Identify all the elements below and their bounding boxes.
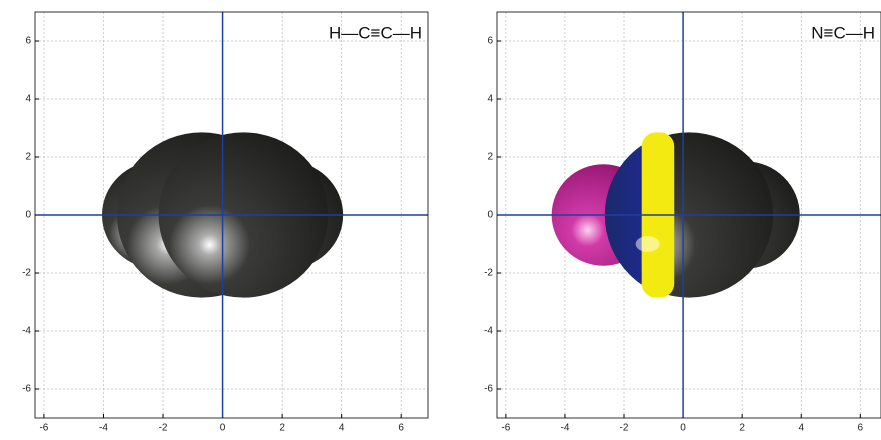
y-tick-label: -4 <box>22 326 31 337</box>
formula: N≡C—H <box>811 23 875 42</box>
x-tick-label: 6 <box>858 423 864 434</box>
x-tick-label: 4 <box>798 423 804 434</box>
figure: -6 -4 -2 0 2 4 6 -6 -4 -2 0 2 4 6 H—C≡C—H -6 -4 -2 0 2 4 6 -6 -… <box>0 0 881 435</box>
y-tick-label: -6 <box>22 384 31 395</box>
x-tick-label: 2 <box>279 423 285 434</box>
x-tick-label: -2 <box>159 423 168 434</box>
y-tick-label: 6 <box>487 36 493 47</box>
y-tick-label: 0 <box>25 210 31 221</box>
y-tick-label: 6 <box>25 36 31 47</box>
y-tick-label: 4 <box>487 94 493 105</box>
y-tick-label: 0 <box>487 210 493 221</box>
x-tick-label: 2 <box>739 423 745 434</box>
y-tick-label: 2 <box>25 152 31 163</box>
formula: H—C≡C—H <box>329 23 422 42</box>
y-tick-label: 2 <box>487 152 493 163</box>
x-tick-label: -2 <box>620 423 629 434</box>
x-tick-label: -6 <box>501 423 510 434</box>
y-tick-label: -2 <box>22 268 31 279</box>
y-tick-label: -2 <box>484 268 493 279</box>
x-tick-label: 0 <box>680 423 686 434</box>
y-tick-label: 4 <box>25 94 31 105</box>
x-tick-label: 0 <box>220 423 226 434</box>
y-tick-label: -6 <box>484 384 493 395</box>
x-tick-label: 4 <box>339 423 345 434</box>
highlight <box>636 236 660 252</box>
x-tick-label: -6 <box>39 423 48 434</box>
x-tick-label: -4 <box>99 423 108 434</box>
y-tick-label: -4 <box>484 326 493 337</box>
x-tick-label: -4 <box>560 423 569 434</box>
x-tick-label: 6 <box>398 423 404 434</box>
